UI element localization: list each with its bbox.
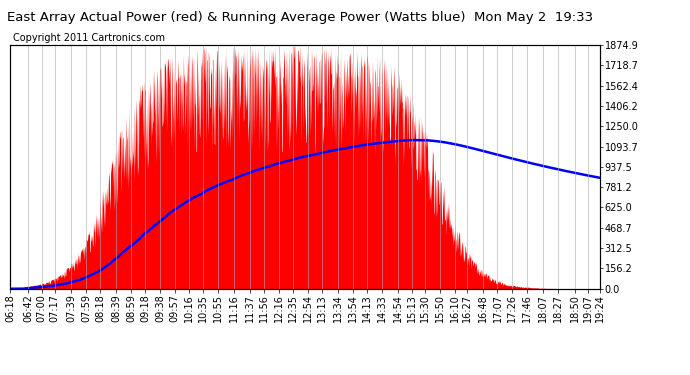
- Text: East Array Actual Power (red) & Running Average Power (Watts blue)  Mon May 2  1: East Array Actual Power (red) & Running …: [7, 11, 593, 24]
- Text: Copyright 2011 Cartronics.com: Copyright 2011 Cartronics.com: [13, 33, 166, 43]
